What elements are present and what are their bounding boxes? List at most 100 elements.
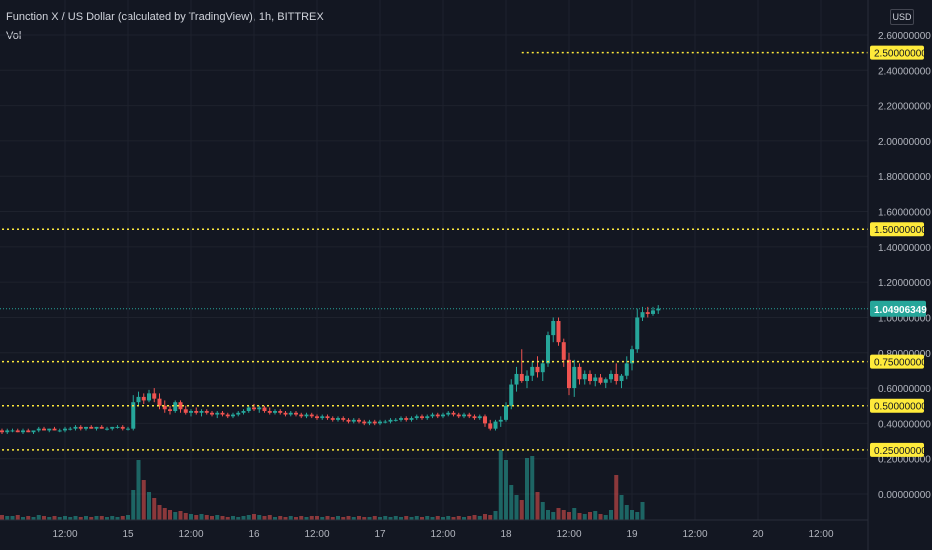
- volume-bar: [262, 516, 267, 520]
- price-tick-label: 1.80000000: [878, 172, 931, 183]
- currency-button[interactable]: USD: [890, 9, 914, 25]
- candle-body: [420, 416, 424, 419]
- volume-bar: [26, 516, 31, 520]
- volume-bar: [425, 516, 430, 520]
- volume-bar: [136, 460, 141, 520]
- time-tick-label: 19: [626, 529, 638, 540]
- price-axis[interactable]: 2.60000000 2.40000000 2.20000000 2.00000000…: [870, 31, 931, 501]
- level-price-tag: [870, 45, 924, 60]
- candle-body: [383, 421, 388, 423]
- candle-body: [257, 407, 262, 410]
- volume-bar: [567, 512, 571, 520]
- volume-bar: [372, 516, 377, 520]
- volume-bar: [288, 516, 293, 520]
- volume-bar: [619, 495, 624, 520]
- candle-body: [561, 342, 566, 360]
- volume-bar: [283, 517, 288, 520]
- volume-bar: [84, 516, 88, 520]
- price-tick-label: 2.20000000: [878, 102, 931, 113]
- candle-body: [624, 363, 629, 376]
- volume-bar: [199, 514, 204, 520]
- candle-body: [441, 414, 445, 417]
- volume-bar: [173, 512, 178, 520]
- candle-body: [267, 411, 272, 413]
- volume-bar: [126, 515, 130, 520]
- price-tick-label: 1.40000000: [878, 243, 931, 254]
- candle-body: [435, 414, 440, 417]
- volume-bar: [462, 517, 466, 520]
- volume-bar: [577, 513, 582, 520]
- volume-bar: [640, 502, 645, 520]
- candle-body: [483, 416, 487, 424]
- candle-body: [215, 412, 220, 415]
- volume-bar: [210, 516, 214, 520]
- candle-body: [477, 416, 482, 419]
- candle-body: [609, 373, 613, 380]
- volume-bar: [0, 515, 4, 520]
- volume-bar: [614, 475, 619, 520]
- candle-body: [26, 430, 31, 433]
- volume-bar: [304, 517, 309, 520]
- time-axis[interactable]: 12:00 15 12:00 16 12:00 17 12:00 18 12:00 19 12:00…: [52, 529, 833, 540]
- volume-bar: [582, 514, 587, 520]
- candle-body: [556, 320, 561, 343]
- volume-bar: [572, 508, 577, 520]
- candle-body: [57, 430, 62, 432]
- candle-body: [47, 428, 52, 431]
- candle-body: [393, 419, 398, 421]
- volume-bar: [551, 512, 556, 520]
- candle-body: [456, 414, 461, 417]
- candle-body: [220, 412, 225, 415]
- time-tick-label: 12:00: [52, 529, 77, 540]
- last-price-tag: [870, 300, 926, 317]
- candle-body: [126, 428, 130, 430]
- volume-bar: [94, 516, 99, 520]
- candle-body: [194, 411, 199, 413]
- volume-bar: [483, 514, 487, 520]
- candle-body: [367, 421, 372, 424]
- candle-body: [645, 312, 650, 314]
- volume-bar: [635, 512, 640, 520]
- volume-bar: [105, 517, 109, 520]
- volume-bar: [31, 517, 36, 520]
- level-price-tag: [870, 354, 924, 369]
- volume-bar: [514, 495, 519, 520]
- volume-bar: [309, 516, 314, 520]
- candle-body: [593, 377, 598, 382]
- volume-bar: [157, 505, 162, 520]
- candle-body: [488, 423, 493, 429]
- time-tick-label: 18: [500, 529, 512, 540]
- time-tick-label: 12:00: [682, 529, 707, 540]
- volume-bar: [15, 515, 20, 520]
- candle-body: [372, 421, 377, 424]
- candle-body: [498, 419, 503, 422]
- volume-bar: [346, 516, 351, 520]
- volume-bar: [351, 517, 356, 520]
- candle-body: [99, 426, 104, 429]
- volume-bar: [68, 517, 73, 520]
- candle-body: [630, 349, 634, 364]
- volume-bar: [246, 515, 251, 520]
- time-tick-label: 12:00: [178, 529, 203, 540]
- candle-body: [283, 412, 288, 415]
- volume-bar: [320, 517, 325, 520]
- last-price-label: 1.04906349: [874, 305, 927, 316]
- candle-body: [656, 308, 661, 311]
- candle-body: [89, 426, 94, 429]
- volume-bar: [220, 516, 225, 520]
- volume-bar: [336, 516, 340, 520]
- volume-bar: [441, 517, 445, 520]
- price-tick-label: 2.40000000: [878, 66, 931, 77]
- volume-bar: [546, 510, 550, 520]
- candle-body: [0, 430, 4, 433]
- candle-body: [378, 421, 382, 424]
- candle-body: [21, 430, 25, 433]
- candle-body: [78, 426, 83, 429]
- candle-body: [152, 393, 157, 399]
- candle-body: [519, 373, 524, 382]
- volume-bar: [477, 516, 482, 520]
- volume-bar: [330, 517, 335, 520]
- candle-body: [551, 320, 556, 336]
- level-price-tag: [870, 442, 924, 457]
